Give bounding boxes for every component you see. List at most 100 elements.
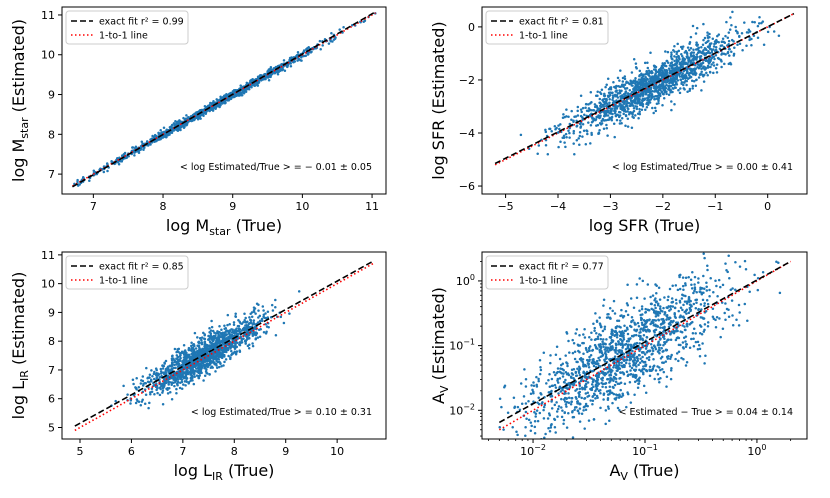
scatter-point: [634, 88, 638, 91]
scatter-point: [192, 372, 196, 376]
scatter-point: [553, 125, 557, 128]
scatter-point: [562, 418, 566, 422]
y-tick-label: 9: [48, 306, 55, 319]
scatter-point: [640, 103, 644, 106]
scatter-point: [178, 352, 182, 355]
scatter-point: [214, 343, 217, 346]
scatter-point: [590, 383, 594, 386]
scatter-point: [703, 304, 706, 308]
scatter-point: [224, 326, 228, 330]
scatter-point: [584, 143, 588, 146]
scatter-point: [651, 106, 654, 110]
scatter-point: [702, 22, 705, 26]
scatter-point: [687, 58, 690, 62]
scatter-point: [171, 354, 174, 358]
scatter-point: [703, 323, 707, 326]
scatter-point: [252, 319, 256, 322]
scatter-point: [270, 303, 274, 307]
scatter-point: [183, 125, 186, 129]
scatter-point: [654, 74, 657, 77]
scatter-point: [567, 339, 570, 343]
scatter-point: [243, 312, 246, 316]
scatter-point: [713, 57, 716, 61]
scatter-point: [682, 83, 685, 87]
stats-annotation: < log Estimated/True > = 0.10 ± 0.31: [191, 407, 372, 418]
scatter-point: [247, 88, 251, 91]
scatter-point: [614, 380, 618, 383]
scatter-point: [609, 107, 612, 110]
scatter-point: [555, 126, 558, 130]
scatter-point: [634, 97, 637, 100]
scatter-point: [633, 80, 637, 83]
scatter-point: [637, 88, 641, 91]
scatter-point: [608, 385, 612, 388]
scatter-point: [567, 396, 571, 399]
x-tick-label: 6: [128, 445, 135, 458]
scatter-point: [700, 89, 703, 92]
scatter-point: [630, 71, 634, 74]
scatter-point: [232, 323, 236, 327]
scatter-point: [211, 366, 214, 369]
scatter-point: [228, 322, 231, 326]
scatter-point: [190, 341, 193, 344]
y-tick-label: 9: [48, 89, 55, 102]
scatter-point: [725, 20, 728, 24]
scatter-point: [756, 24, 760, 28]
fit-line: [74, 260, 374, 427]
scatter-point: [668, 70, 672, 74]
scatter-point: [224, 330, 228, 333]
scatter-point: [537, 379, 540, 383]
scatter-point: [672, 69, 675, 73]
scatter-point: [251, 332, 254, 336]
scatter-point: [693, 283, 696, 286]
scatter-point: [706, 73, 709, 77]
axes-frame: [481, 6, 808, 195]
scatter-point: [614, 343, 618, 347]
scatter-point: [606, 94, 610, 97]
scatter-point: [643, 61, 647, 65]
scatter-point: [564, 354, 567, 357]
scatter-point: [595, 104, 598, 108]
scatter-point: [237, 319, 240, 322]
scatter-point: [238, 328, 242, 331]
scatter-point: [673, 86, 677, 89]
scatter-point: [638, 107, 641, 111]
scatter-point: [200, 338, 203, 342]
scatter-point: [689, 60, 693, 64]
scatter-point: [630, 126, 634, 130]
scatter-point: [579, 94, 583, 97]
scatter-point: [568, 122, 572, 126]
scatter-point: [611, 96, 615, 99]
scatter-point: [729, 61, 732, 65]
scatter-point: [665, 92, 668, 96]
scatter-point: [204, 346, 207, 350]
scatter-point: [232, 330, 235, 334]
scatter-point: [117, 163, 121, 166]
scatter-point: [271, 309, 275, 312]
scatter-point: [589, 142, 592, 145]
scatter-point: [639, 86, 643, 90]
scatter-point: [147, 406, 150, 410]
scatter-point: [208, 362, 212, 366]
scatter-point: [150, 369, 153, 372]
legend-one-to-one-label: 1-to-1 line: [99, 31, 148, 42]
scatter-point: [257, 309, 260, 312]
scatter-point: [721, 37, 725, 40]
y-tick-label: 8: [48, 128, 55, 141]
scatter-point: [663, 341, 666, 344]
scatter-point: [700, 64, 703, 67]
scatter-point: [565, 135, 568, 139]
scatter-point: [214, 336, 217, 339]
scatter-point: [196, 336, 199, 339]
scatter-point: [650, 346, 654, 349]
scatter-point: [689, 52, 693, 55]
scatter-point: [188, 355, 192, 359]
scatter-point: [637, 363, 640, 367]
scatter-point: [615, 336, 619, 339]
scatter-point: [615, 107, 619, 110]
scatter-point: [601, 98, 604, 102]
scatter-point: [644, 108, 647, 111]
scatter-point: [708, 58, 712, 62]
scatter-point: [581, 106, 585, 110]
scatter-point: [677, 55, 680, 58]
